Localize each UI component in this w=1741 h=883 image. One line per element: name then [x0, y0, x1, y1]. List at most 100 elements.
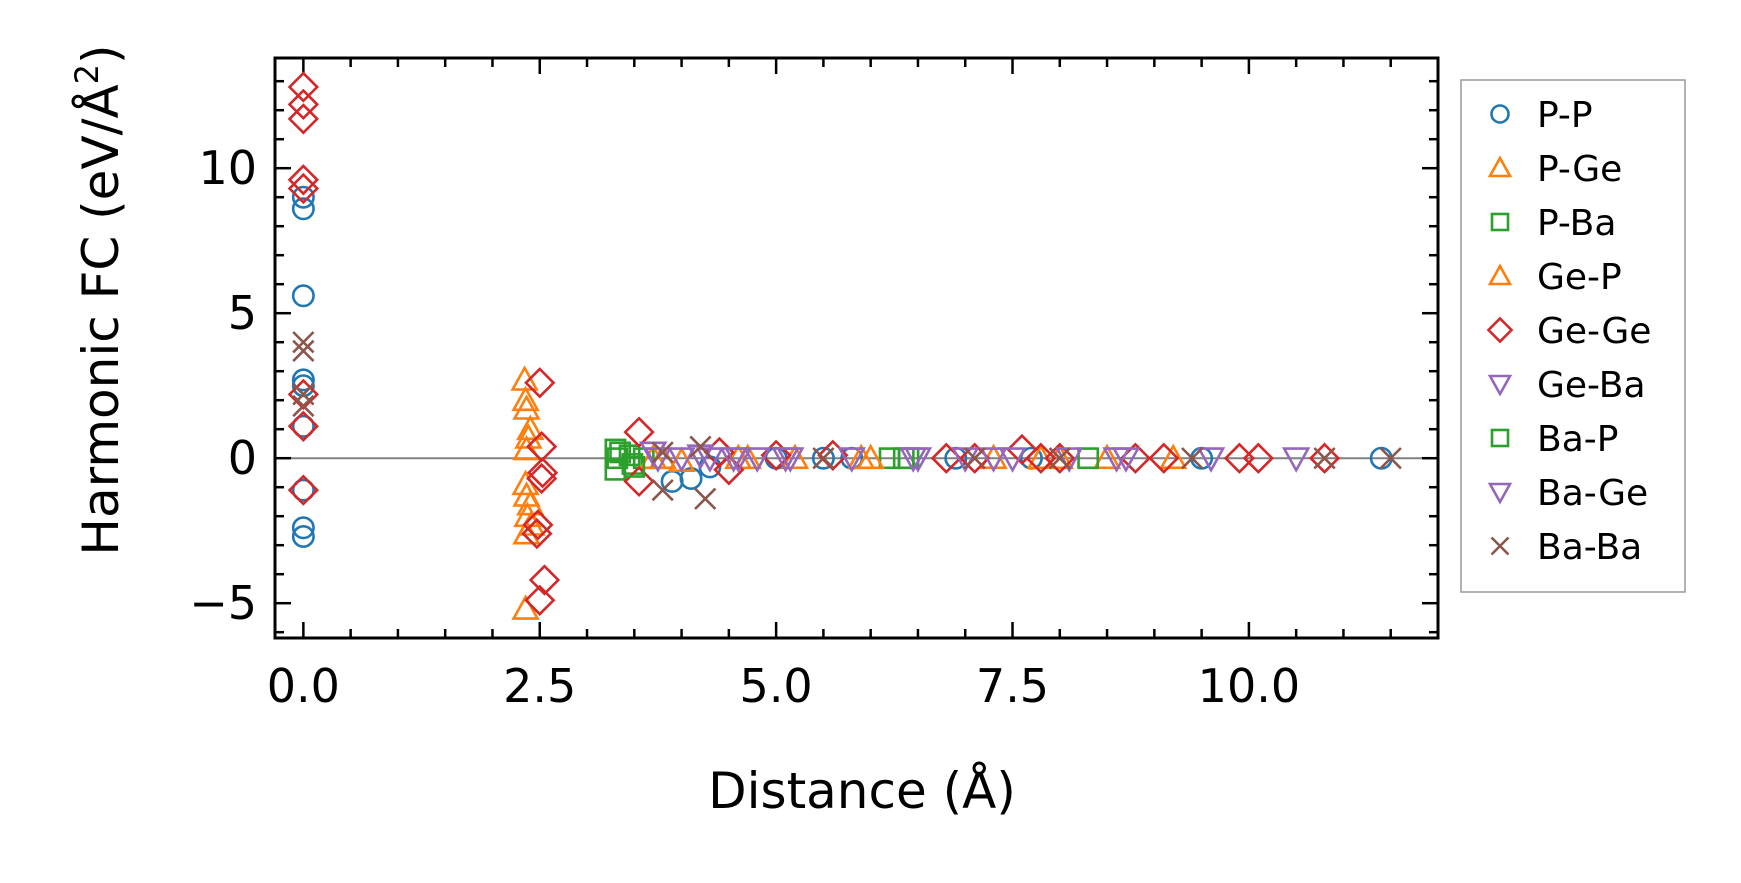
point-ba-ba — [963, 447, 986, 470]
legend-marker-ge-ge — [1486, 316, 1514, 344]
point-ge-ge — [287, 410, 320, 442]
point-ge-ge — [528, 564, 561, 596]
point-p-p — [291, 478, 315, 502]
legend-marker-ge-ba — [1487, 374, 1513, 397]
x-tick-label: 5.0 — [740, 659, 813, 713]
point-p-ge — [511, 385, 540, 412]
legend-label-p-ba: P-Ba — [1537, 203, 1616, 244]
legend-label-ge-p: Ge-P — [1537, 257, 1622, 298]
legend-label-ge-ba: Ge-Ba — [1537, 365, 1646, 406]
legend-marker-p-p — [1490, 104, 1510, 124]
point-ba-ba — [1379, 447, 1402, 470]
x-axis-label: Distance (Å) — [708, 762, 1016, 820]
tick-labels: 0.0 2.5 5.0 7.5 10.0 −5 0 5 10 — [189, 141, 1300, 713]
point-ba-ba — [694, 487, 717, 510]
point-p-ge — [512, 434, 541, 461]
legend-marker-ba-p — [1490, 428, 1510, 448]
x-tick-label: 0.0 — [267, 659, 340, 713]
legend-label-ba-ba: Ba-Ba — [1537, 527, 1642, 568]
point-ge-ge — [623, 416, 655, 448]
point-p-p — [291, 516, 315, 540]
point-ge-ba — [667, 447, 696, 473]
point-ge-ge — [1006, 433, 1038, 466]
point-ge-ge — [623, 465, 655, 498]
y-axis-label-main: Harmonic FC (eV/Å — [72, 84, 130, 555]
legend-label-p-ge: P-Ge — [1537, 149, 1622, 190]
point-ge-ba — [1281, 447, 1311, 473]
x-tick-label: 7.5 — [976, 659, 1049, 713]
point-ge-ge — [521, 517, 553, 550]
point-ge-ba — [998, 447, 1027, 473]
legend-label-ba-ge: Ba-Ge — [1537, 473, 1648, 514]
point-ba-ba — [292, 331, 315, 354]
y-tick-label: 5 — [228, 286, 257, 340]
axis-ticks — [275, 58, 1440, 638]
data-points — [287, 71, 1402, 620]
point-ge-ba — [1196, 447, 1226, 473]
point-p-p — [291, 185, 315, 209]
point-p-ge — [511, 594, 540, 620]
point-ge-ge — [287, 103, 320, 135]
point-ge-ba — [837, 447, 866, 473]
plot-frame — [273, 56, 1440, 640]
legend: P-P P-Ge P-Ba Ge-P Ge-Ge Ge-Ba Ba-P Ba-Ge Ba-Ba — [1460, 79, 1686, 593]
x-tick-label: 2.5 — [503, 659, 576, 713]
point-ba-ge — [771, 447, 800, 473]
point-ge-ge — [526, 457, 559, 489]
point-ge-ge — [522, 509, 554, 541]
point-ba-ba — [651, 441, 674, 464]
y-tick-label: 0 — [228, 431, 257, 485]
legend-label-p-p: P-P — [1537, 95, 1593, 136]
point-ba-ge — [695, 447, 725, 473]
point-ba-ba — [1313, 447, 1336, 470]
point-ba-ba — [292, 383, 315, 406]
legend-marker-ba-ge — [1487, 482, 1513, 505]
y-tick-label: 10 — [198, 141, 257, 195]
point-ge-p — [856, 443, 885, 470]
legend-marker-p-ba — [1490, 212, 1510, 232]
x-tick-label: 10.0 — [1198, 659, 1300, 713]
point-p-ba — [1077, 447, 1100, 470]
point-ge-ge — [1308, 442, 1341, 474]
point-p-ge — [512, 394, 541, 420]
point-ba-ba — [689, 435, 712, 458]
point-ba-p — [623, 455, 646, 478]
point-p-p — [291, 414, 315, 438]
point-ba-ba — [292, 339, 315, 363]
point-ge-ge — [287, 474, 320, 506]
point-ba-ba — [812, 447, 835, 470]
legend-box — [1460, 79, 1686, 593]
point-ge-ge — [287, 172, 320, 205]
point-ge-ge — [287, 378, 320, 411]
point-p-ge — [510, 365, 539, 391]
point-ge-p — [516, 414, 545, 441]
point-ge-ge — [287, 71, 320, 103]
point-ge-ge — [524, 584, 556, 616]
point-ba-ba — [651, 478, 674, 502]
y-axis-label-superscript: 2 — [68, 64, 106, 84]
point-ba-ge — [899, 447, 928, 473]
point-ge-ge — [287, 88, 320, 121]
point-p-ge — [1092, 443, 1122, 470]
point-p-p — [811, 446, 835, 470]
legend-label-ba-p: Ba-P — [1537, 419, 1618, 460]
point-ge-ge — [713, 454, 745, 486]
y-axis-label-close: ) — [72, 44, 130, 64]
point-ge-ge — [287, 164, 320, 196]
point-ge-ba — [743, 447, 772, 473]
point-p-p — [291, 197, 315, 221]
legend-marker-ba-ba — [1490, 536, 1510, 556]
point-p-p — [291, 368, 315, 392]
point-ba-ge — [1111, 447, 1141, 473]
point-ge-ge — [1044, 442, 1076, 474]
point-ba-ge — [724, 447, 753, 473]
y-axis-label: Harmonic FC (eV/Å2) — [68, 44, 130, 555]
legend-label-ge-ge: Ge-Ge — [1537, 311, 1651, 352]
point-ge-ge — [1148, 442, 1180, 474]
y-tick-label: −5 — [189, 576, 257, 630]
point-ba-ge — [979, 447, 1008, 473]
point-ge-ge — [524, 367, 556, 399]
point-ba-p — [609, 441, 632, 464]
point-ge-p — [1159, 443, 1188, 470]
